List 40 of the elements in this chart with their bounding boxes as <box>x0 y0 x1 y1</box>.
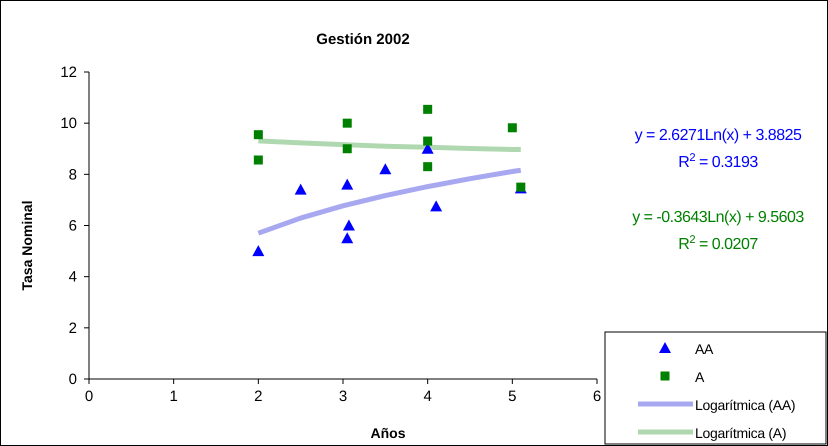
x-tick-label: 3 <box>338 388 348 405</box>
x-tick-label: 0 <box>84 388 94 405</box>
legend-label: A <box>695 369 705 385</box>
legend-label: AA <box>695 341 714 357</box>
y-axis-title: Tasa Nominal <box>19 200 35 290</box>
legend-label: Logarítmica (AA) <box>695 397 796 413</box>
point <box>423 162 432 172</box>
point <box>341 232 354 244</box>
text: y = 2.6271Ln(x) + 3.8825 <box>634 127 802 144</box>
y-tick-label: 0 <box>68 371 77 388</box>
point <box>254 156 263 165</box>
x-tick-label: 5 <box>508 388 517 405</box>
chart-title: Gestión 2002 <box>316 31 410 48</box>
y-tick-label: 2 <box>68 320 77 337</box>
point <box>342 118 352 128</box>
y-tick-label: 8 <box>68 166 77 184</box>
point <box>341 178 354 190</box>
x-tick-label: 2 <box>254 388 263 405</box>
point <box>254 130 263 140</box>
text: y = -0.3643Ln(x) + 9.5603 <box>632 209 804 226</box>
x-tick-label: 4 <box>423 388 432 405</box>
y-tick-label: 10 <box>60 115 77 132</box>
legend-label: Logarítmica (A) <box>695 425 786 441</box>
point <box>508 123 517 132</box>
point <box>342 144 352 154</box>
text: R$^{2}$ = 0.0207 <box>678 234 758 253</box>
point <box>342 220 355 230</box>
x-tick-label: 1 <box>169 388 178 405</box>
y-tick-label: 6 <box>68 218 77 234</box>
y-tick-label: 4 <box>68 268 77 286</box>
x-tick-label: 6 <box>592 388 602 405</box>
point <box>430 200 442 212</box>
point <box>423 136 432 146</box>
point <box>294 184 307 195</box>
point <box>379 163 392 174</box>
x-axis-title: Años <box>370 425 406 441</box>
text: R$^{2}$ = 0.3193 <box>678 152 758 171</box>
point <box>252 245 264 256</box>
point <box>423 104 432 114</box>
y-tick-label: 12 <box>60 64 77 81</box>
